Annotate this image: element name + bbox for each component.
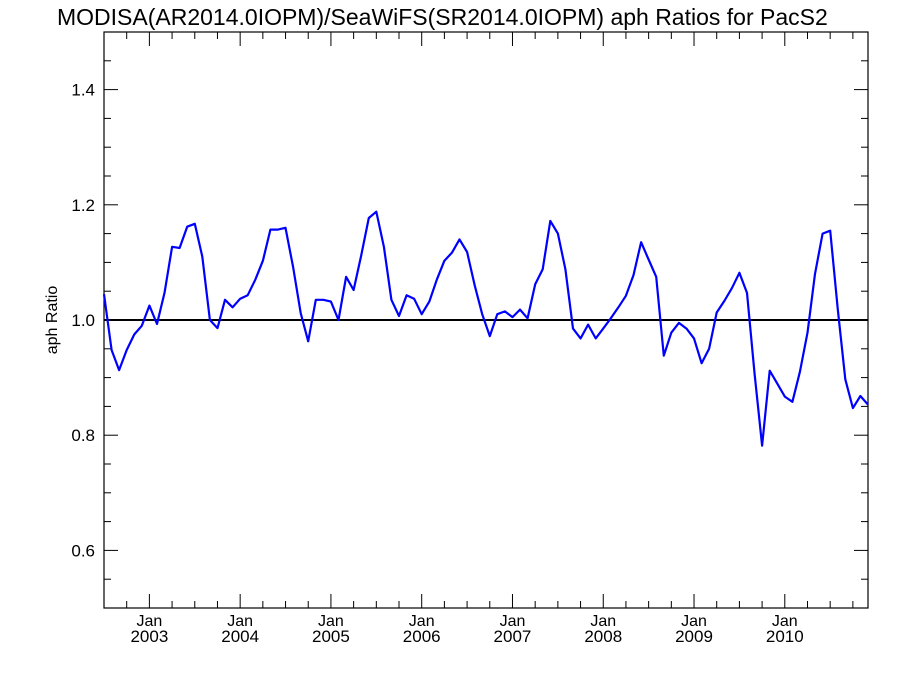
x-tick-label-year: 2003 <box>130 627 168 646</box>
y-tick-label: 1.4 <box>71 81 95 100</box>
axis-ticks <box>103 31 868 609</box>
chart-title: MODISA(AR2014.0IOPM)/SeaWiFS(SR2014.0IOP… <box>57 4 828 30</box>
x-tick-label-month: Jan <box>227 613 253 630</box>
x-tick-label-month: Jan <box>590 613 616 630</box>
axis-tick-labels: 0.60.81.01.21.4Jan2003Jan2004Jan2005Jan2… <box>71 81 803 646</box>
x-tick-label-year: 2010 <box>766 627 804 646</box>
y-tick-label: 1.0 <box>71 311 95 330</box>
y-axis-label: aph Ratio <box>44 286 61 355</box>
x-tick-label-year: 2004 <box>221 627 259 646</box>
y-tick-label: 1.2 <box>71 196 95 215</box>
y-tick-label: 0.6 <box>71 541 95 560</box>
x-tick-label-month: Jan <box>136 613 162 630</box>
x-tick-label-year: 2007 <box>494 627 532 646</box>
x-tick-label-month: Jan <box>500 613 526 630</box>
x-tick-label-year: 2005 <box>312 627 350 646</box>
x-tick-label-month: Jan <box>772 613 798 630</box>
x-tick-label-month: Jan <box>318 613 344 630</box>
series-line-aph-ratio <box>102 210 869 447</box>
x-tick-label-year: 2006 <box>403 627 441 646</box>
y-tick-label: 0.8 <box>71 426 95 445</box>
x-tick-label-year: 2008 <box>584 627 622 646</box>
x-tick-label-year: 2009 <box>675 627 713 646</box>
x-tick-label-month: Jan <box>409 613 435 630</box>
x-tick-label-month: Jan <box>681 613 707 630</box>
